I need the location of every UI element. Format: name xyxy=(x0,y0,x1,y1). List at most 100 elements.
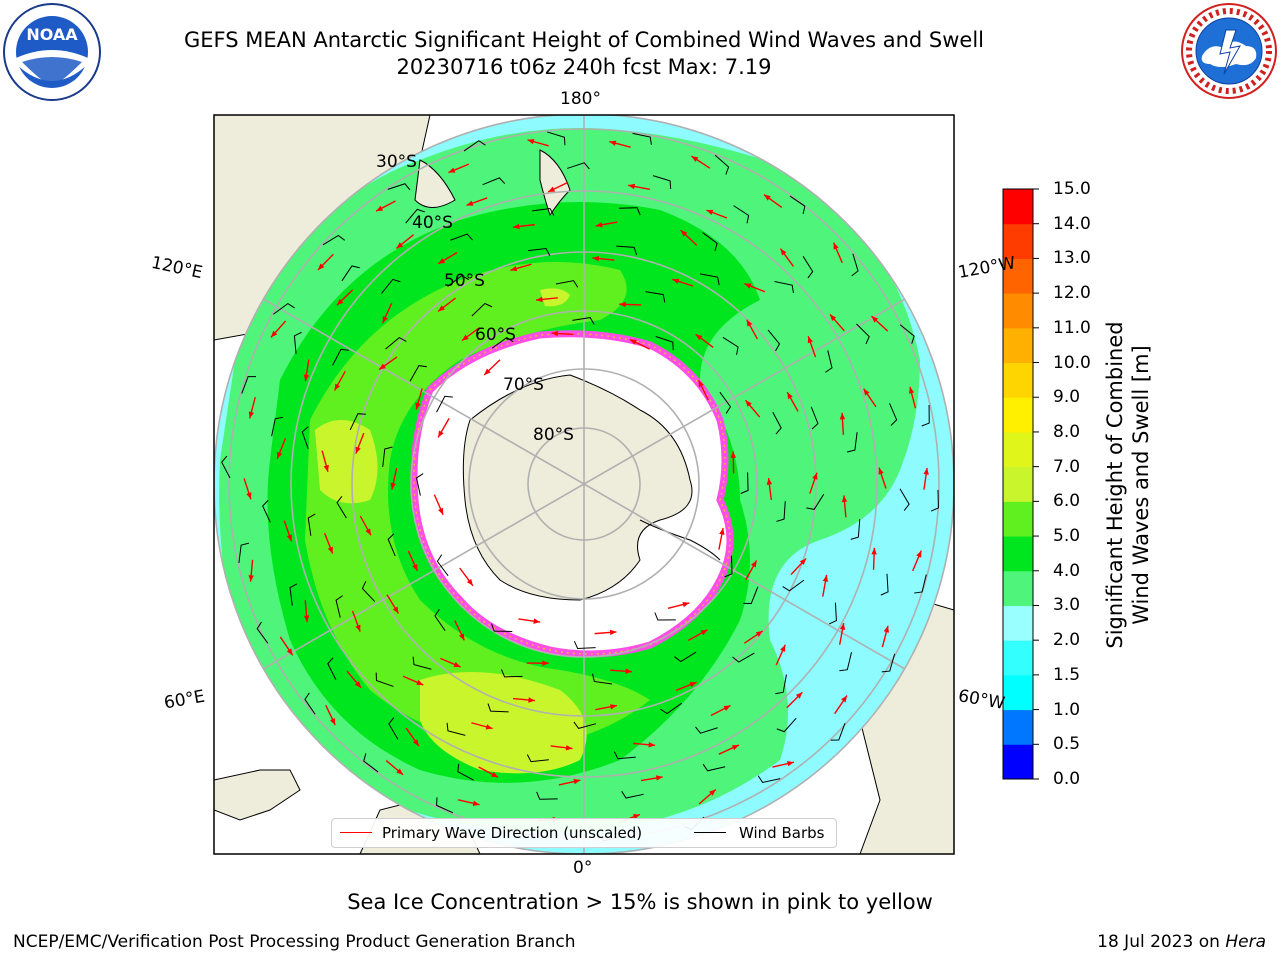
wind-barb xyxy=(660,702,683,715)
wave-arrowhead xyxy=(535,296,543,303)
wind-barb xyxy=(273,303,295,315)
wave-arrowhead xyxy=(459,633,465,641)
colorbar-label-line1: Significant Height of Combined xyxy=(1103,321,1127,649)
wave-arrowhead xyxy=(485,724,493,730)
wave-arrowhead xyxy=(689,682,697,688)
map-legend: Primary Wave Direction (unscaled) Wind B… xyxy=(331,818,837,848)
wind-barb xyxy=(775,674,787,695)
wind-barb xyxy=(806,493,825,510)
graticule xyxy=(228,115,940,854)
wind-barb xyxy=(526,754,549,763)
colorbar-swatch xyxy=(1003,327,1033,364)
wind-barb xyxy=(774,281,794,294)
wind-barb xyxy=(491,623,513,632)
colorbar-swatch xyxy=(1003,189,1033,225)
wave-arrowhead xyxy=(390,482,396,490)
footer-host: Hera xyxy=(1225,932,1266,952)
lat-label-80s: 80°S xyxy=(533,425,574,445)
wave-arrowhead xyxy=(248,575,254,582)
colorbar-swatch xyxy=(1003,674,1033,711)
wind-barb xyxy=(271,416,284,437)
map-frame xyxy=(213,114,955,855)
wave-arrowhead xyxy=(542,660,549,666)
chart-title: GEFS MEAN Antarctic Significant Height o… xyxy=(183,28,985,52)
wind-barb xyxy=(221,455,231,479)
wind-barb xyxy=(613,751,636,760)
wind-barb xyxy=(592,673,613,685)
colorbar-swatch xyxy=(1003,709,1033,745)
wave-arrowhead xyxy=(619,301,626,308)
wave-arrowhead xyxy=(551,330,559,337)
wind-barb xyxy=(332,348,349,366)
colorbar-tick-label: 6.0 xyxy=(1053,491,1081,512)
wind-barb xyxy=(289,583,298,606)
wave-arrowhead xyxy=(438,430,444,438)
wind-barb xyxy=(699,273,720,286)
wave-arrowhead xyxy=(744,283,752,289)
wave-arrowhead xyxy=(829,314,837,322)
wave-arrowhead xyxy=(303,615,310,623)
wind-barb xyxy=(387,183,411,191)
wind-barb xyxy=(772,411,782,435)
wave-arrowhead xyxy=(510,265,518,272)
wave-arrowhead xyxy=(723,705,731,711)
wave-arrowhead xyxy=(833,242,839,250)
wind-barb xyxy=(567,162,590,170)
wave-arrowhead xyxy=(916,550,922,558)
colorbar-frame xyxy=(1002,188,1034,780)
wave-direction-swatch xyxy=(340,832,372,833)
colorbar-swatch xyxy=(1003,744,1033,780)
wind-barb xyxy=(336,496,347,519)
wave-arrowhead xyxy=(491,771,499,778)
wind-barb xyxy=(415,473,424,496)
wind-barb xyxy=(619,207,641,216)
wave-arrowhead xyxy=(700,629,708,636)
lon-label-0: 0° xyxy=(573,858,593,878)
wind-barb xyxy=(846,432,858,453)
colorbar-tick-label: 14.0 xyxy=(1053,213,1091,234)
wave-arrowhead xyxy=(787,392,793,400)
wave-arrowhead xyxy=(839,412,846,420)
wind-barb xyxy=(532,207,555,216)
wave-direction-arrows xyxy=(243,139,929,823)
wind-barb xyxy=(851,253,859,277)
wind-barb xyxy=(238,542,250,564)
wind-barb xyxy=(528,247,551,256)
wind-barb xyxy=(304,692,316,715)
wind-barb xyxy=(482,177,506,186)
wind-barb xyxy=(387,533,396,557)
wave-arrowhead xyxy=(871,547,877,555)
wind-barb xyxy=(447,274,469,287)
wind-barb xyxy=(621,791,644,799)
wave-arrowhead xyxy=(746,319,753,327)
colorbar-swatch xyxy=(1003,223,1033,259)
wave-arrowhead xyxy=(365,528,371,536)
wave-arrowhead xyxy=(609,629,617,636)
wave-arrowhead xyxy=(883,625,890,633)
wave-arrowhead xyxy=(527,139,535,145)
wind-barb xyxy=(293,331,302,354)
wave-arrowhead xyxy=(376,205,384,212)
wave-arrowhead xyxy=(533,618,541,624)
wave-arrowhead xyxy=(719,528,725,535)
wind-barb xyxy=(555,280,579,288)
wave-arrowhead xyxy=(323,464,329,472)
colorbar-tick-label: 12.0 xyxy=(1053,283,1091,304)
wind-barb xyxy=(436,554,449,577)
wind-barb xyxy=(301,426,309,450)
wind-barb xyxy=(388,717,399,740)
wind-barbs xyxy=(221,131,939,842)
wave-arrowhead xyxy=(682,601,690,608)
colorbar-tick-label: 3.0 xyxy=(1053,595,1081,616)
wave-direction-legend-label: Primary Wave Direction (unscaled) xyxy=(382,824,643,842)
wave-arrowhead xyxy=(270,330,278,338)
wave-arrowhead xyxy=(795,692,803,699)
wave-arrowhead xyxy=(438,305,445,312)
wind-barb xyxy=(385,336,407,350)
wind-barb xyxy=(363,753,379,773)
wave-arrowhead xyxy=(286,648,293,656)
wind-barb xyxy=(446,722,466,736)
wave-arrowhead xyxy=(648,742,656,748)
wave-arrowhead xyxy=(528,697,535,703)
